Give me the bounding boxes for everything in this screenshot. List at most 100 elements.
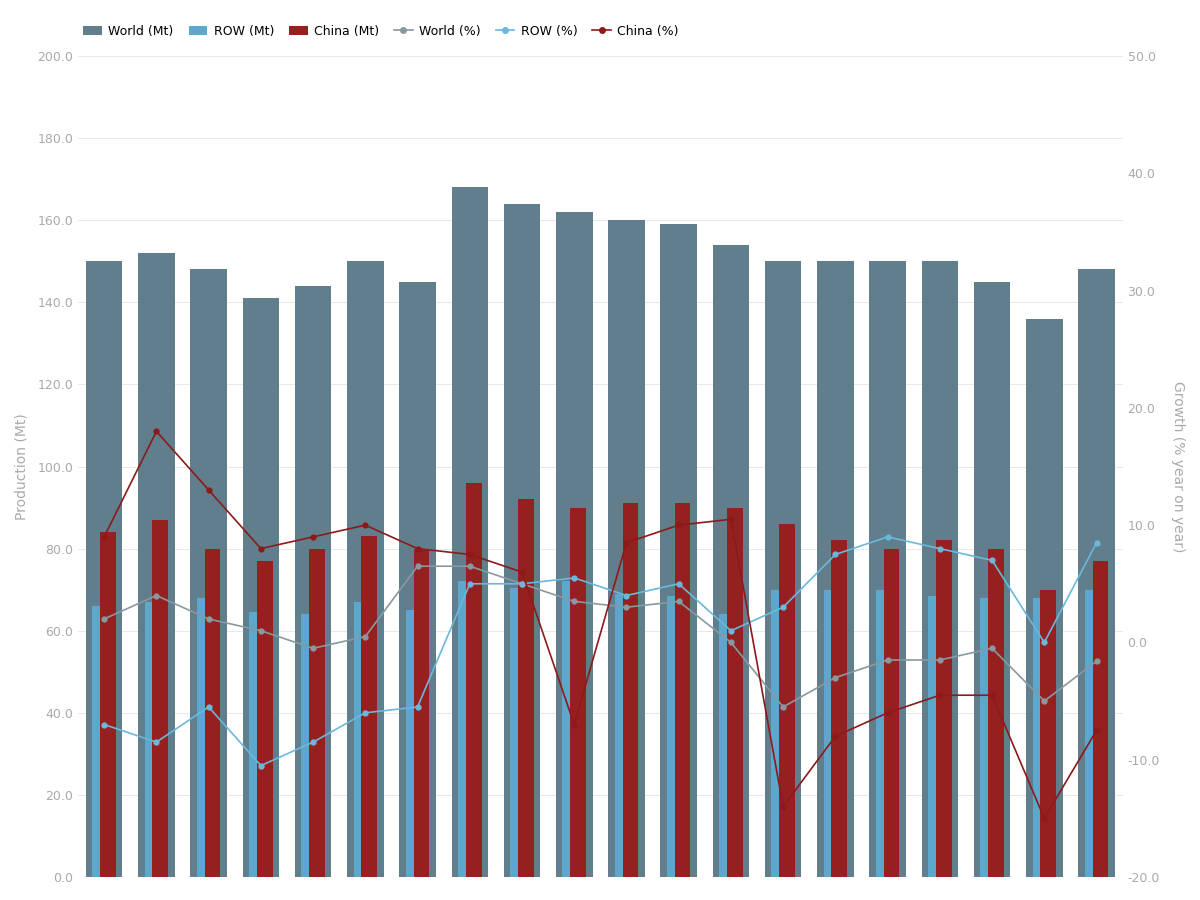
Bar	[883, 549, 899, 877]
Bar	[242, 298, 280, 877]
Bar	[772, 590, 787, 877]
ROW (%)	[253, 760, 268, 771]
Bar	[563, 581, 578, 877]
China (%)	[985, 689, 1000, 700]
World (%)	[202, 614, 216, 625]
Bar	[1079, 269, 1115, 877]
Bar	[988, 549, 1004, 877]
Bar	[152, 520, 168, 877]
China (%)	[462, 549, 476, 560]
Bar	[1026, 319, 1062, 877]
China (%)	[515, 567, 529, 578]
Bar	[400, 282, 436, 877]
Bar	[145, 602, 161, 877]
Bar	[458, 581, 474, 877]
China (%)	[97, 532, 112, 543]
Bar	[191, 269, 227, 877]
China (%)	[724, 514, 738, 525]
Bar	[667, 596, 683, 877]
Bar	[1032, 598, 1049, 877]
World (%)	[985, 643, 1000, 653]
China (%)	[881, 707, 895, 718]
China (%)	[932, 689, 947, 700]
World (%)	[724, 637, 738, 648]
ROW (%)	[1090, 537, 1104, 548]
ROW (%)	[358, 707, 372, 718]
China (%)	[1037, 813, 1051, 824]
World (%)	[462, 561, 476, 572]
World (%)	[881, 654, 895, 665]
Bar	[719, 615, 734, 877]
Bar	[779, 524, 794, 877]
Bar	[504, 203, 540, 877]
Bar	[876, 590, 892, 877]
China (%)	[672, 519, 686, 530]
China (%)	[358, 519, 372, 530]
Bar	[823, 590, 839, 877]
China (%)	[776, 801, 791, 812]
Bar	[86, 261, 122, 877]
Y-axis label: Production (Mt): Production (Mt)	[14, 413, 29, 520]
Bar	[257, 561, 272, 877]
Bar	[614, 594, 630, 877]
World (%)	[672, 596, 686, 607]
World (%)	[358, 631, 372, 642]
Bar	[980, 598, 996, 877]
Bar	[250, 612, 265, 877]
China (%)	[568, 719, 582, 730]
ROW (%)	[881, 532, 895, 543]
World (%)	[1090, 656, 1104, 667]
Bar	[727, 508, 743, 877]
Bar	[674, 503, 690, 877]
ROW (%)	[932, 544, 947, 554]
ROW (%)	[97, 719, 112, 730]
ROW (%)	[776, 602, 791, 613]
World (%)	[776, 701, 791, 712]
ROW (%)	[724, 626, 738, 636]
ROW (%)	[515, 579, 529, 590]
Bar	[361, 536, 377, 877]
Bar	[466, 483, 481, 877]
China (%)	[410, 544, 425, 554]
World (%)	[410, 561, 425, 572]
World (%)	[149, 590, 163, 601]
ROW (%)	[149, 737, 163, 748]
Bar	[1040, 590, 1056, 877]
ROW (%)	[828, 549, 842, 560]
Bar	[138, 253, 175, 877]
China (%)	[149, 426, 163, 436]
Legend: World (Mt), ROW (Mt), China (Mt), World (%), ROW (%), China (%): World (Mt), ROW (Mt), China (Mt), World …	[78, 20, 684, 42]
Bar	[197, 598, 212, 877]
Bar	[354, 602, 370, 877]
World (%)	[932, 654, 947, 665]
Bar	[869, 261, 906, 877]
World (%)	[97, 614, 112, 625]
Bar	[347, 261, 384, 877]
ROW (%)	[462, 579, 476, 590]
Bar	[414, 549, 430, 877]
Bar	[570, 508, 586, 877]
ROW (%)	[306, 737, 320, 748]
Bar	[301, 615, 317, 877]
World (%)	[253, 626, 268, 636]
Line: World (%): World (%)	[102, 563, 1099, 709]
China (%)	[202, 484, 216, 495]
Bar	[936, 540, 952, 877]
Bar	[510, 588, 526, 877]
World (%)	[515, 579, 529, 590]
Bar	[660, 224, 697, 877]
World (%)	[568, 596, 582, 607]
China (%)	[1090, 725, 1104, 736]
Bar	[928, 596, 943, 877]
ROW (%)	[985, 555, 1000, 566]
China (%)	[306, 532, 320, 543]
Line: ROW (%): ROW (%)	[102, 535, 1099, 768]
World (%)	[1037, 696, 1051, 706]
Bar	[922, 261, 958, 877]
Bar	[295, 286, 331, 877]
Bar	[310, 549, 325, 877]
ROW (%)	[672, 579, 686, 590]
Bar	[1093, 561, 1109, 877]
Bar	[406, 610, 421, 877]
Bar	[451, 187, 488, 877]
